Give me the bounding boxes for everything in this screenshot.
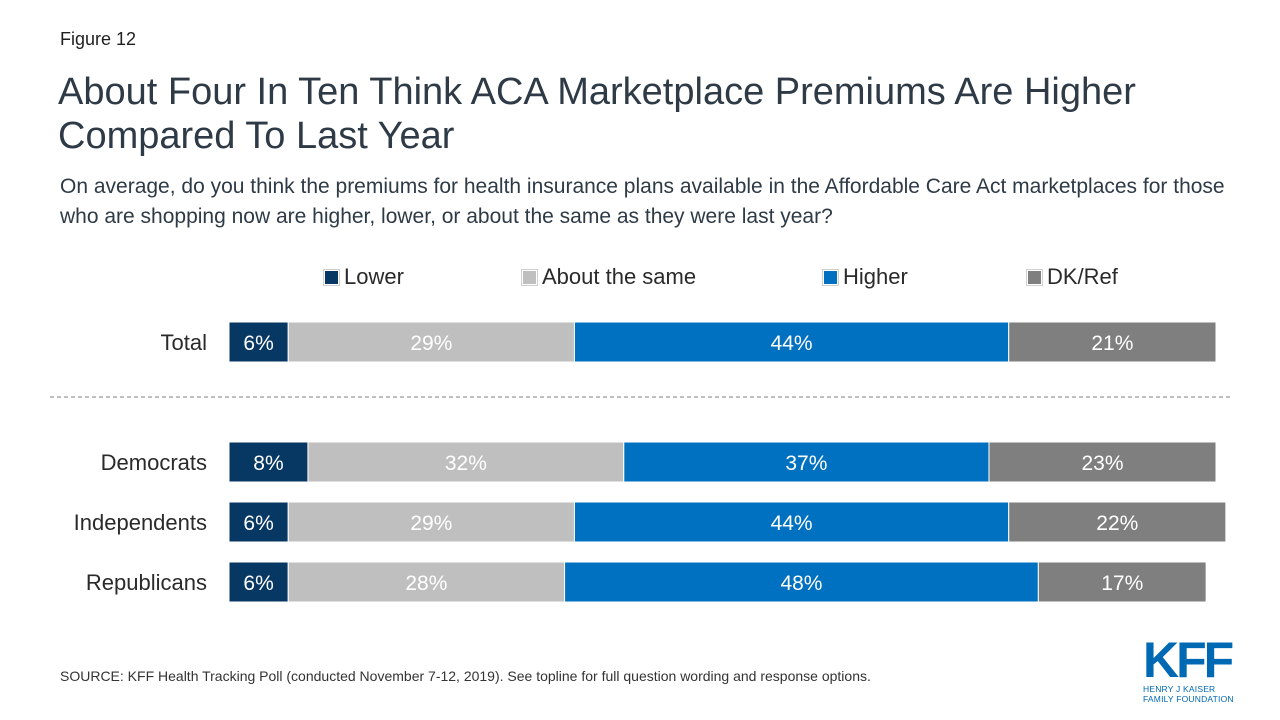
- logo-line-1: HENRY J KAISER: [1143, 684, 1216, 694]
- bar-total-about-the-same: [287, 321, 575, 363]
- category-label-republicans: Republicans: [86, 570, 207, 595]
- bar-total-lower: [228, 321, 289, 363]
- bar-independents-lower: [228, 501, 289, 543]
- chart-title: About Four In Ten Think ACA Marketplace …: [58, 71, 1136, 157]
- bar-republicans-lower: [228, 561, 289, 603]
- data-label-republicans-lower: 6%: [243, 572, 273, 595]
- bar-republicans-about-the-same: [287, 561, 566, 603]
- data-label-total-higher: 44%: [771, 332, 813, 355]
- bar-total-higher: [573, 321, 1010, 363]
- category-label-democrats: Democrats: [101, 450, 207, 475]
- legend-item-higher: Higher: [822, 264, 908, 290]
- chart-subtitle: On average, do you think the premiums fo…: [60, 175, 1225, 228]
- logo-wordmark: KFF: [1143, 632, 1234, 688]
- data-label-independents-dk-ref: 22%: [1096, 512, 1138, 535]
- stacked-bar-chart: Total 6% 29% 44% 21% Democrats 8% 32% 37% 23% Inde…: [50, 321, 1230, 603]
- category-label-independents: Independents: [74, 510, 207, 535]
- bar-independents-higher: [573, 501, 1010, 543]
- data-label-total-about-the-same: 29%: [410, 332, 452, 355]
- data-label-democrats-dk-ref: 23%: [1081, 452, 1123, 475]
- legend-label-higher: Higher: [843, 264, 908, 289]
- data-label-republicans-about-the-same: 28%: [405, 572, 447, 595]
- legend-item-lower: Lower: [323, 264, 404, 290]
- bar-republicans-dk-ref: [1037, 561, 1207, 603]
- data-label-democrats-higher: 37%: [785, 452, 827, 475]
- legend-swatch-lower: [323, 268, 340, 286]
- legend-label-same: About the same: [542, 264, 697, 289]
- data-label-democrats-about-the-same: 32%: [445, 452, 487, 475]
- data-label-independents-about-the-same: 29%: [410, 512, 452, 535]
- legend-item-dkref: DK/Ref: [1026, 264, 1118, 290]
- legend-swatch-dkref: [1026, 268, 1043, 286]
- bar-independents-about-the-same: [287, 501, 575, 543]
- data-label-republicans-higher: 48%: [780, 572, 822, 595]
- bar-democrats-about-the-same: [307, 441, 625, 483]
- legend: Lower About the same Higher DK/Ref: [0, 264, 1280, 294]
- kff-logo: KFF HENRY J KAISER FAMILY FOUNDATION: [1143, 632, 1235, 704]
- legend-swatch-higher: [822, 268, 839, 286]
- data-label-independents-lower: 6%: [243, 512, 273, 535]
- bar-independents-dk-ref: [1008, 501, 1227, 543]
- logo-line-2: FAMILY FOUNDATION: [1143, 694, 1234, 704]
- bar-democrats-dk-ref: [988, 441, 1217, 483]
- bar-total-dk-ref: [1008, 321, 1217, 363]
- data-label-democrats-lower: 8%: [253, 452, 283, 475]
- legend-label-lower: Lower: [344, 264, 404, 289]
- data-label-total-dk-ref: 21%: [1091, 332, 1133, 355]
- data-label-republicans-dk-ref: 17%: [1101, 572, 1143, 595]
- figure-label: Figure 12: [60, 29, 137, 49]
- bar-republicans-higher: [564, 561, 1039, 603]
- data-label-independents-higher: 44%: [771, 512, 813, 535]
- legend-swatch-same: [521, 268, 538, 286]
- source-note: SOURCE: KFF Health Tracking Poll (conduc…: [60, 668, 871, 684]
- legend-item-same: About the same: [521, 264, 697, 290]
- legend-label-dkref: DK/Ref: [1047, 264, 1118, 289]
- data-label-total-lower: 6%: [243, 332, 273, 355]
- category-label-total: Total: [161, 330, 207, 355]
